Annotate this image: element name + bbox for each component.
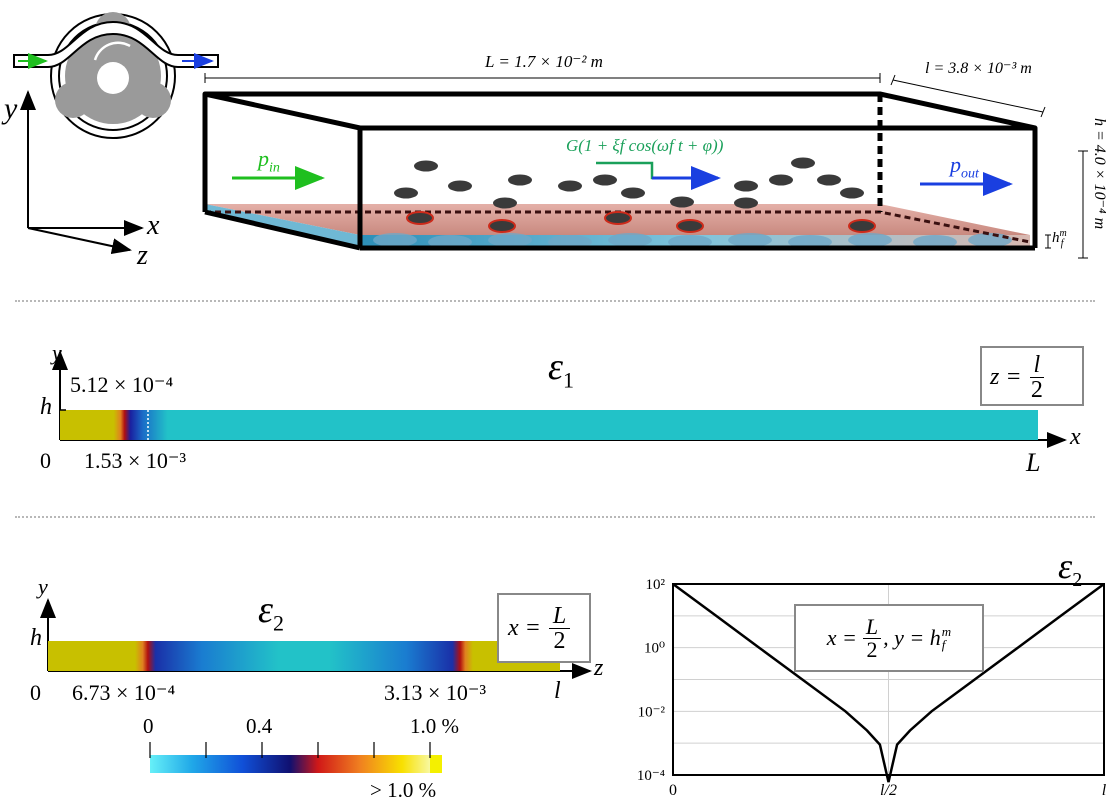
panel2-field: [40, 593, 592, 679]
p-in-label: pin: [258, 146, 280, 176]
panel1-L-label: L: [1026, 448, 1041, 477]
chart-frame: [672, 583, 1105, 776]
colorbar-tick-2: 1.0 %: [410, 714, 459, 738]
panel2-h-label: h: [30, 625, 42, 651]
panel1-field: [52, 346, 1084, 448]
axis-z-label: z: [137, 240, 148, 271]
separator-middle: [15, 516, 1095, 518]
channel-box: [202, 73, 1088, 259]
chart-y-tick-label: 10²: [646, 577, 666, 593]
axes-3d: [20, 90, 144, 255]
chart-y-tick-label: 10⁻⁴: [637, 768, 665, 784]
colorbar: [149, 742, 442, 773]
axis-x-label: x: [147, 210, 160, 241]
p-out-label: pout: [950, 152, 979, 182]
panel2-right-front: 3.13 × 10⁻³: [384, 680, 487, 705]
panel1-x-axis: x: [1070, 424, 1081, 450]
panel1-title: ε1: [548, 346, 574, 393]
panel1-front: 1.53 × 10⁻³: [84, 448, 187, 473]
panel1-origin: 0: [40, 448, 51, 473]
panel2-left-front: 6.73 × 10⁻⁴: [72, 680, 176, 705]
height-label: h = 4.0 × 10⁻⁴ m: [1091, 118, 1108, 230]
length-label: L = 1.7 × 10⁻² m: [485, 52, 603, 71]
panel2-y-axis: y: [38, 574, 48, 599]
colorbar-tick-1: 0.4: [246, 714, 273, 738]
colorbar-over-label: > 1.0 %: [370, 778, 437, 802]
chart-x-tick-label: 0: [669, 782, 677, 799]
panel2-slice-label: x = L 2: [508, 600, 571, 656]
chart-annotation: x = L 2 , y = h m f: [794, 604, 984, 672]
panel1-h-label: h: [40, 394, 52, 420]
chart-title: ε2: [1058, 546, 1083, 592]
floating-cells: [394, 157, 864, 209]
chart-series-line: [672, 582, 1105, 783]
panel2-title: ε2: [258, 589, 284, 636]
panel1-slice-label: z = l 2: [990, 351, 1045, 403]
chart-x-tick-label: l/2: [880, 782, 897, 799]
chart-y-tick-label: 10⁰: [644, 641, 665, 657]
panel2-origin: 0: [30, 680, 41, 705]
attached-cells: [406, 211, 876, 233]
panel1-y-axis: y: [52, 340, 62, 365]
separator-top: [15, 300, 1095, 302]
panel1-thickness: 5.12 × 10⁻⁴: [70, 372, 174, 397]
colorbar-tick-0: 0: [143, 714, 154, 738]
panel2-z-axis: z: [594, 655, 604, 681]
peristaltic-pump-icon: [13, 12, 219, 139]
width-label: l = 3.8 × 10⁻³ m: [925, 60, 1032, 77]
chart-y-tick-label: 10⁻²: [638, 704, 666, 720]
axis-y-label: y: [4, 92, 18, 125]
panel2-l-label: l: [554, 678, 561, 704]
chart-x-tick-label: l: [1102, 782, 1107, 799]
film-thickness-label: hmf: [1052, 228, 1067, 249]
forcing-label: G(1 + ξf cos(ωf t + φ)): [566, 136, 724, 155]
